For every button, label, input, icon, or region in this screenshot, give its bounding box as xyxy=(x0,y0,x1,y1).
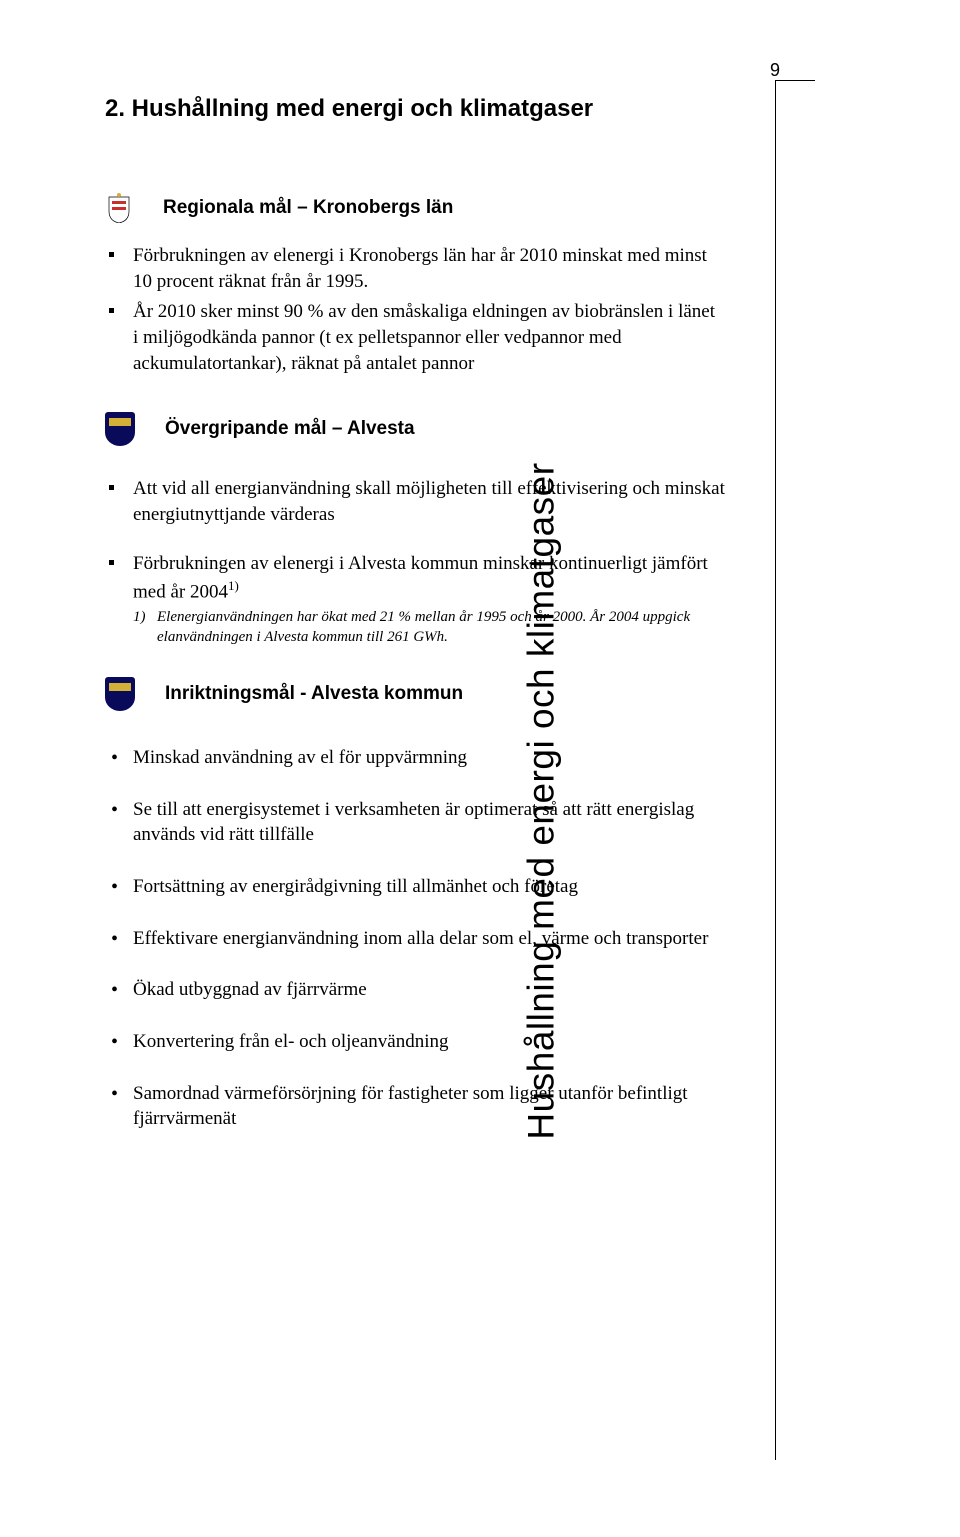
list-item-text: Förbrukningen av elenergi i Alvesta komm… xyxy=(133,553,708,602)
overarching-goals-list: Att vid all energianvändning skall möjli… xyxy=(105,476,725,647)
regional-goals-list: Förbrukningen av elenergi i Kronobergs l… xyxy=(105,243,725,376)
footnote-text: Elenergianvändningen har ökat med 21 % m… xyxy=(157,609,690,645)
list-item: Förbrukningen av elenergi i Kronobergs l… xyxy=(105,243,725,294)
list-item: Konvertering från el- och oljeanvändning xyxy=(105,1029,725,1055)
list-item: Samordnad värmeförsörjning för fastighet… xyxy=(105,1081,725,1132)
overarching-heading-row: Övergripande mål – Alvesta xyxy=(105,412,725,446)
footnote-ref: 1) xyxy=(228,578,239,593)
overarching-heading: Övergripande mål – Alvesta xyxy=(165,418,415,440)
list-item: Förbrukningen av elenergi i Alvesta komm… xyxy=(105,551,725,647)
side-tab-border xyxy=(775,80,815,1460)
footnote: 1)Elenergianvändningen har ökat med 21 %… xyxy=(133,608,725,647)
list-item: Effektivare energianvändning inom alla d… xyxy=(105,926,725,952)
list-item: Se till att energisystemet i verksamhete… xyxy=(105,797,725,848)
alvesta-shield-icon xyxy=(105,412,135,446)
regional-heading: Regionala mål – Kronobergs län xyxy=(163,197,453,219)
alvesta-shield-icon xyxy=(105,677,135,711)
page-content: 2. Hushållning med energi och klimatgase… xyxy=(105,95,725,1158)
list-item: Fortsättning av energirådgivning till al… xyxy=(105,874,725,900)
page-number: 9 xyxy=(770,60,780,81)
list-item: Minskad användning av el för uppvärmning xyxy=(105,745,725,771)
direction-heading-row: Inriktningsmål - Alvesta kommun xyxy=(105,677,725,711)
main-heading: 2. Hushållning med energi och klimatgase… xyxy=(105,95,725,123)
regional-heading-row: Regionala mål – Kronobergs län xyxy=(105,193,725,223)
direction-heading: Inriktningsmål - Alvesta kommun xyxy=(165,683,463,705)
list-item: Att vid all energianvändning skall möjli… xyxy=(105,476,725,527)
direction-goals-list: Minskad användning av el för uppvärmning… xyxy=(105,745,725,1132)
footnote-number: 1) xyxy=(133,608,157,628)
list-item: Ökad utbyggnad av fjärrvärme xyxy=(105,977,725,1003)
list-item: År 2010 sker minst 90 % av den småskalig… xyxy=(105,299,725,376)
kronoberg-crest-icon xyxy=(105,193,133,223)
